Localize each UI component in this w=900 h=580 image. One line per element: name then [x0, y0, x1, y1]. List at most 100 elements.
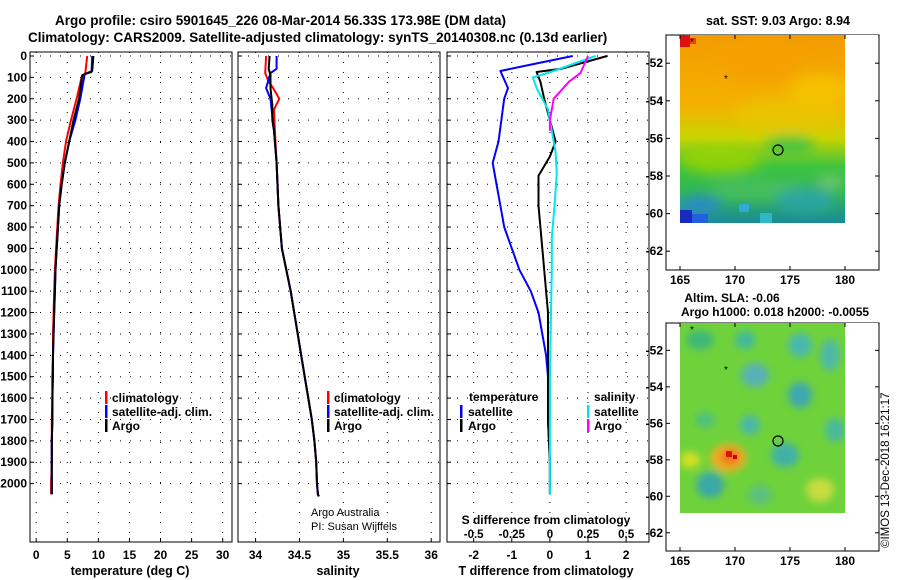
legend-label-argo: Argo [112, 419, 140, 433]
asterisk-marker-icon: * [724, 365, 728, 376]
temperature-xlabel: temperature (deg C) [71, 564, 190, 578]
asterisk-marker-icon: * [690, 37, 694, 48]
depth-tick-label: 1000 [0, 263, 27, 277]
difference-xlabel: T difference from climatology [458, 564, 633, 578]
map-y-tick-label: -54 [646, 380, 664, 394]
credit-line2: PI: Susan Wijffels [311, 521, 397, 533]
series-line [548, 55, 589, 131]
legend-swatch-climatology [327, 391, 330, 404]
x-tick-label: 34 [249, 548, 263, 562]
legend-swatch-temp-argo [460, 419, 463, 432]
asterisk-marker-icon: * [724, 74, 728, 85]
x-tick-label: 0 [33, 548, 40, 562]
series-line [50, 55, 95, 495]
depth-tick-label: 400 [7, 135, 27, 149]
argo-position-marker [772, 435, 784, 447]
map-y-tick-label: -56 [646, 416, 664, 430]
depth-tick-label: 1100 [1, 284, 27, 298]
legend-swatch-sal-argo [587, 419, 590, 432]
sst-map-title: sat. SST: 9.03 Argo: 8.94 [706, 14, 850, 28]
series-line [50, 55, 89, 495]
x-tick-label: 0 [547, 548, 554, 562]
figure-title-line2: Climatology: CARS2009. Satellite-adjuste… [28, 30, 607, 45]
sst-heatmap [680, 35, 845, 223]
difference-plot: -2 -1 0 1 2 -0.5 -0.25 0 0.25 0.5 [447, 52, 649, 562]
map-y-tick-label: -52 [646, 56, 664, 70]
sla-map-axes: 165 170 175 180 -52 -54 -56 -58 -60 -62 [646, 323, 879, 568]
legend-swatch-sal-satellite [587, 405, 590, 418]
depth-tick-label: 1500 [0, 370, 27, 384]
s-diff-tick-label: 0.5 [618, 529, 635, 541]
depth-tick-label: 800 [7, 220, 27, 234]
s-diff-tick-label: 0.25 [577, 529, 600, 541]
depth-tick-label: 1800 [0, 434, 27, 448]
depth-tick-label: 2000 [0, 477, 27, 491]
legend-label-satellite: satellite-adj. clim. [112, 405, 212, 419]
legend-label-climatology: climatology [334, 391, 401, 405]
s-difference-label: S difference from climatology [462, 513, 631, 527]
legend-label-temp-argo: Argo [468, 419, 496, 433]
x-tick-label: -2 [468, 548, 479, 562]
legend-swatch-temp-satellite [460, 405, 463, 418]
map-x-tick-label: 180 [835, 273, 855, 287]
x-tick-label: 5 [64, 548, 71, 562]
x-tick-label: 30 [216, 548, 230, 562]
map-y-tick-label: -58 [646, 169, 664, 183]
depth-tick-label: 1300 [0, 327, 27, 341]
imos-timestamp: ©IMOS 13-Dec-2018 16:21:17 [880, 392, 892, 548]
x-tick-label: 10 [92, 548, 106, 562]
salinity-panel-frame [237, 51, 441, 543]
map-y-tick-label: -62 [646, 526, 664, 540]
depth-axis-labels: 0 100 200 300 400 500 600 700 800 900 1000 1100 1200… [0, 49, 27, 491]
map-x-tick-label: 175 [780, 554, 800, 568]
depth-tick-label: 700 [7, 199, 27, 213]
x-tick-label: 35.5 [376, 548, 400, 562]
legend-label-satellite: satellite-adj. clim. [334, 405, 434, 419]
salinity-plot: 34 34.5 35 35.5 36 [238, 52, 440, 562]
x-tick-label: 2 [623, 548, 630, 562]
depth-tick-label: 500 [7, 156, 27, 170]
argo-position-marker [772, 144, 784, 156]
x-tick-label: 1 [585, 548, 592, 562]
sst-map-axes: 165 170 175 180 -52 -54 -56 -58 -60 -62 [646, 35, 879, 287]
depth-tick-label: 100 [7, 70, 27, 84]
legend-swatch-climatology [105, 391, 108, 404]
x-tick-label: 34.5 [288, 548, 312, 562]
map-x-tick-label: 170 [725, 554, 745, 568]
sla-map-title2: Argo h1000: 0.018 h2000: -0.0055 [681, 305, 869, 319]
legend-label-climatology: climatology [112, 391, 179, 405]
asterisk-marker-icon: * [690, 325, 694, 336]
legend-label-temp-satellite: satellite [468, 405, 513, 419]
map-y-tick-label: -60 [646, 489, 664, 503]
x-tick-label: 36 [425, 548, 439, 562]
s-diff-tick-label: -0.5 [464, 529, 484, 541]
salinity-legend: climatology satellite-adj. clim. Argo Ar… [311, 391, 434, 533]
x-tick-label: 25 [185, 548, 199, 562]
series-line [491, 55, 574, 495]
difference-panel-frame [446, 51, 650, 543]
x-tick-label: -1 [506, 548, 517, 562]
legend-title-temperature: temperature [469, 390, 539, 404]
legend-swatch-satellite [327, 405, 330, 418]
depth-tick-label: 1700 [0, 412, 27, 426]
map-y-tick-label: -60 [646, 207, 664, 221]
series-line [531, 55, 596, 495]
legend-swatch-satellite [105, 405, 108, 418]
s-diff-tick-label: 0 [547, 529, 553, 541]
depth-tick-label: 1900 [0, 455, 27, 469]
map-y-tick-label: -58 [646, 453, 664, 467]
sst-map-nodata [845, 35, 878, 223]
map-x-tick-label: 170 [725, 273, 745, 287]
difference-legend: temperature satellite Argo salinity sate… [460, 390, 639, 433]
temperature-plot: 0 5 10 15 20 25 30 [30, 52, 232, 562]
map-x-tick-label: 180 [835, 554, 855, 568]
legend-swatch-argo [105, 419, 108, 432]
series-line [535, 55, 608, 495]
figure-title-line1: Argo profile: csiro 5901645_226 08-Mar-2… [55, 13, 506, 28]
series-line [265, 56, 320, 497]
sla-map-nodata [845, 323, 878, 513]
map-y-tick-label: -54 [646, 94, 664, 108]
legend-title-salinity: salinity [594, 390, 636, 404]
series-line [50, 55, 94, 495]
